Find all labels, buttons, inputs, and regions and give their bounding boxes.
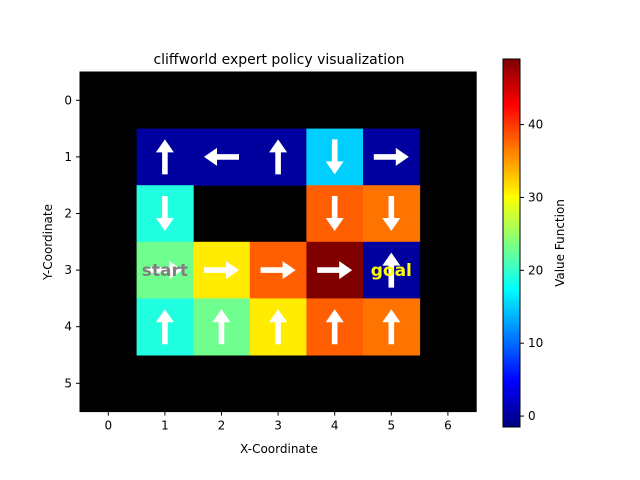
arrow-down-icon [155, 196, 174, 231]
y-tick-label: 0 [64, 93, 72, 107]
arrow-right-icon [204, 261, 239, 280]
x-tick-label: 5 [387, 419, 395, 433]
arrow-down-icon [325, 139, 344, 175]
y-tick-label: 1 [64, 150, 72, 164]
arrow-right-icon [260, 261, 296, 280]
y-tick-label: 2 [64, 207, 72, 221]
arrow-up-icon [155, 139, 174, 175]
y-tick-label: 4 [64, 320, 72, 334]
y-tick-label: 5 [64, 376, 72, 390]
arrow-up-icon [382, 252, 401, 288]
arrow-left-icon [204, 147, 239, 166]
plot-area: start goal [80, 72, 477, 412]
arrow-up-icon [269, 139, 288, 175]
arrow-right-icon [147, 261, 183, 280]
y-axis-label: Y-Coordinate [41, 204, 55, 281]
arrow-down-icon [325, 196, 344, 231]
x-tick-label: 0 [104, 419, 112, 433]
chart-title: cliffworld expert policy visualization [153, 52, 404, 68]
colorbar-tick-label: 20 [528, 263, 543, 277]
y-tick-label: 3 [64, 263, 72, 277]
x-tick-label: 1 [161, 419, 169, 433]
colorbar-tick-label: 40 [528, 118, 543, 132]
arrow-right-icon [317, 261, 353, 280]
arrow-up-icon [212, 309, 231, 345]
colorbar: 0 10 20 30 40 [502, 58, 543, 428]
colorbar-tick-label: 10 [528, 336, 543, 350]
colorbar-gradient [502, 58, 521, 428]
x-tick-label: 2 [218, 419, 226, 433]
colorbar-tick-label: 30 [528, 190, 543, 204]
colorbar-label: Value Function [553, 199, 567, 287]
arrow-up-icon [269, 309, 288, 345]
x-tick-label: 3 [274, 419, 282, 433]
arrow-right-icon [373, 147, 409, 166]
x-tick-label: 4 [331, 419, 339, 433]
axes: 0 1 2 3 4 5 6 0 1 2 3 4 5 [64, 71, 477, 433]
arrow-up-icon [155, 309, 174, 345]
arrow-up-icon [325, 309, 344, 345]
x-axis-label: X-Coordinate [240, 442, 318, 456]
colorbar-tick-label: 0 [528, 409, 536, 423]
arrow-down-icon [382, 196, 401, 231]
x-tick-label: 6 [444, 419, 452, 433]
annotation-start: start [142, 261, 188, 281]
annotation-goal: goal [371, 261, 412, 281]
arrow-up-icon [382, 309, 401, 345]
